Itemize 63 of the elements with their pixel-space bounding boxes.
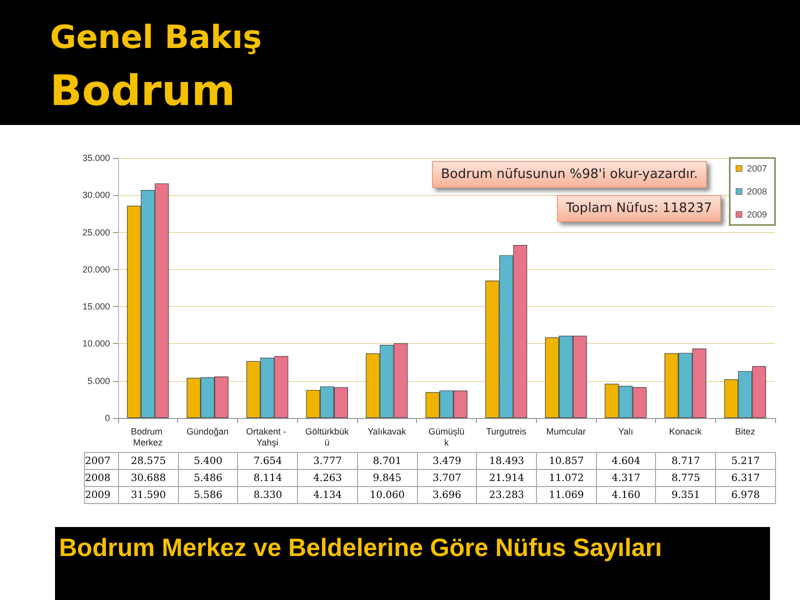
data-label: 11.072	[536, 470, 596, 486]
data-label: 4.134	[298, 486, 358, 504]
data-label: 9.351	[656, 486, 716, 504]
text: 2007	[85, 456, 110, 466]
y-tick-label: 10.000	[82, 338, 110, 349]
data-label: 31.590	[118, 486, 178, 504]
x-tick-label: Mumcular	[546, 426, 586, 436]
data-label: 5.400	[178, 452, 238, 470]
data-label: 8.330	[238, 486, 298, 504]
chart-title: Genel Bakış	[50, 18, 262, 56]
data-label: 11.069	[536, 486, 596, 504]
data-label: 8.775	[656, 470, 716, 486]
x-tick-label: Göltürkbükü	[305, 426, 350, 448]
data-label: 5.217	[716, 452, 776, 470]
data-label: 28.575	[118, 452, 178, 470]
legend-label: 2008	[746, 186, 768, 196]
data-label: 4.160	[596, 486, 656, 504]
x-tick-label: Yalıkavak	[368, 426, 406, 436]
data-label: 3.707	[417, 470, 477, 486]
data-label: 9.845	[357, 470, 418, 486]
data-label: 4.263	[298, 470, 358, 486]
x-tick-label: Turgutreis	[486, 426, 527, 436]
annotation: Toplam Nüfus: 118237	[557, 195, 722, 222]
y-tick-label: 25.000	[82, 227, 110, 238]
y-tick-label: 15.000	[82, 302, 110, 312]
data-label: 8.717	[656, 452, 716, 470]
y-tick-label: 30.000	[82, 190, 110, 200]
x-tick-label: Bitez	[735, 426, 756, 436]
legend-label: 2007	[746, 164, 768, 174]
x-tick-label: Yalı	[618, 426, 634, 436]
y-tick-label: 20.000	[82, 264, 110, 274]
data-label: 23.283	[476, 486, 537, 504]
chart-subtitle: Bodrum	[50, 66, 236, 115]
y-tick-label: 5.000	[87, 376, 110, 386]
data-label: 4.317	[596, 470, 656, 486]
x-tick-label: Gündoğan	[186, 426, 229, 436]
x-tick-label: Konacık	[669, 426, 702, 436]
text: Bodrum Merkez ve Beldelerine Göre Nüfus Sayıları	[55, 527, 770, 600]
text: 2008	[85, 472, 110, 484]
x-tick-label: Gümüşlük	[428, 426, 465, 448]
data-label: 21.914	[476, 470, 537, 486]
data-label: 10.060	[357, 486, 418, 504]
data-label: 7.654	[238, 452, 298, 470]
y-tick-label: 0	[104, 413, 110, 423]
data-label: 6.978	[716, 486, 776, 504]
annotation: Bodrum nüfusunun %98'i okur-yazardır.	[432, 161, 707, 188]
data-label: 6.317	[716, 470, 776, 486]
data-label: 8.701	[357, 452, 418, 470]
data-label: 8.114	[238, 470, 298, 486]
x-tick-label: Bodrum Merkez	[130, 426, 165, 448]
data-label: 3.479	[417, 452, 477, 470]
y-tick-label: 35.000	[82, 153, 110, 163]
data-label: 30.688	[118, 470, 178, 486]
data-label: 5.486	[178, 470, 238, 486]
data-label: 4.604	[596, 452, 656, 470]
data-label: 18.493	[476, 452, 537, 470]
data-label: 3.696	[417, 486, 477, 504]
x-tick-label: Ortakent - Yahşi	[246, 426, 289, 448]
text: 2009	[85, 490, 110, 500]
data-label: 3.777	[298, 452, 358, 470]
data-label: 5.586	[178, 486, 238, 504]
legend-label: 2009	[746, 210, 768, 220]
data-label: 10.857	[536, 452, 596, 470]
